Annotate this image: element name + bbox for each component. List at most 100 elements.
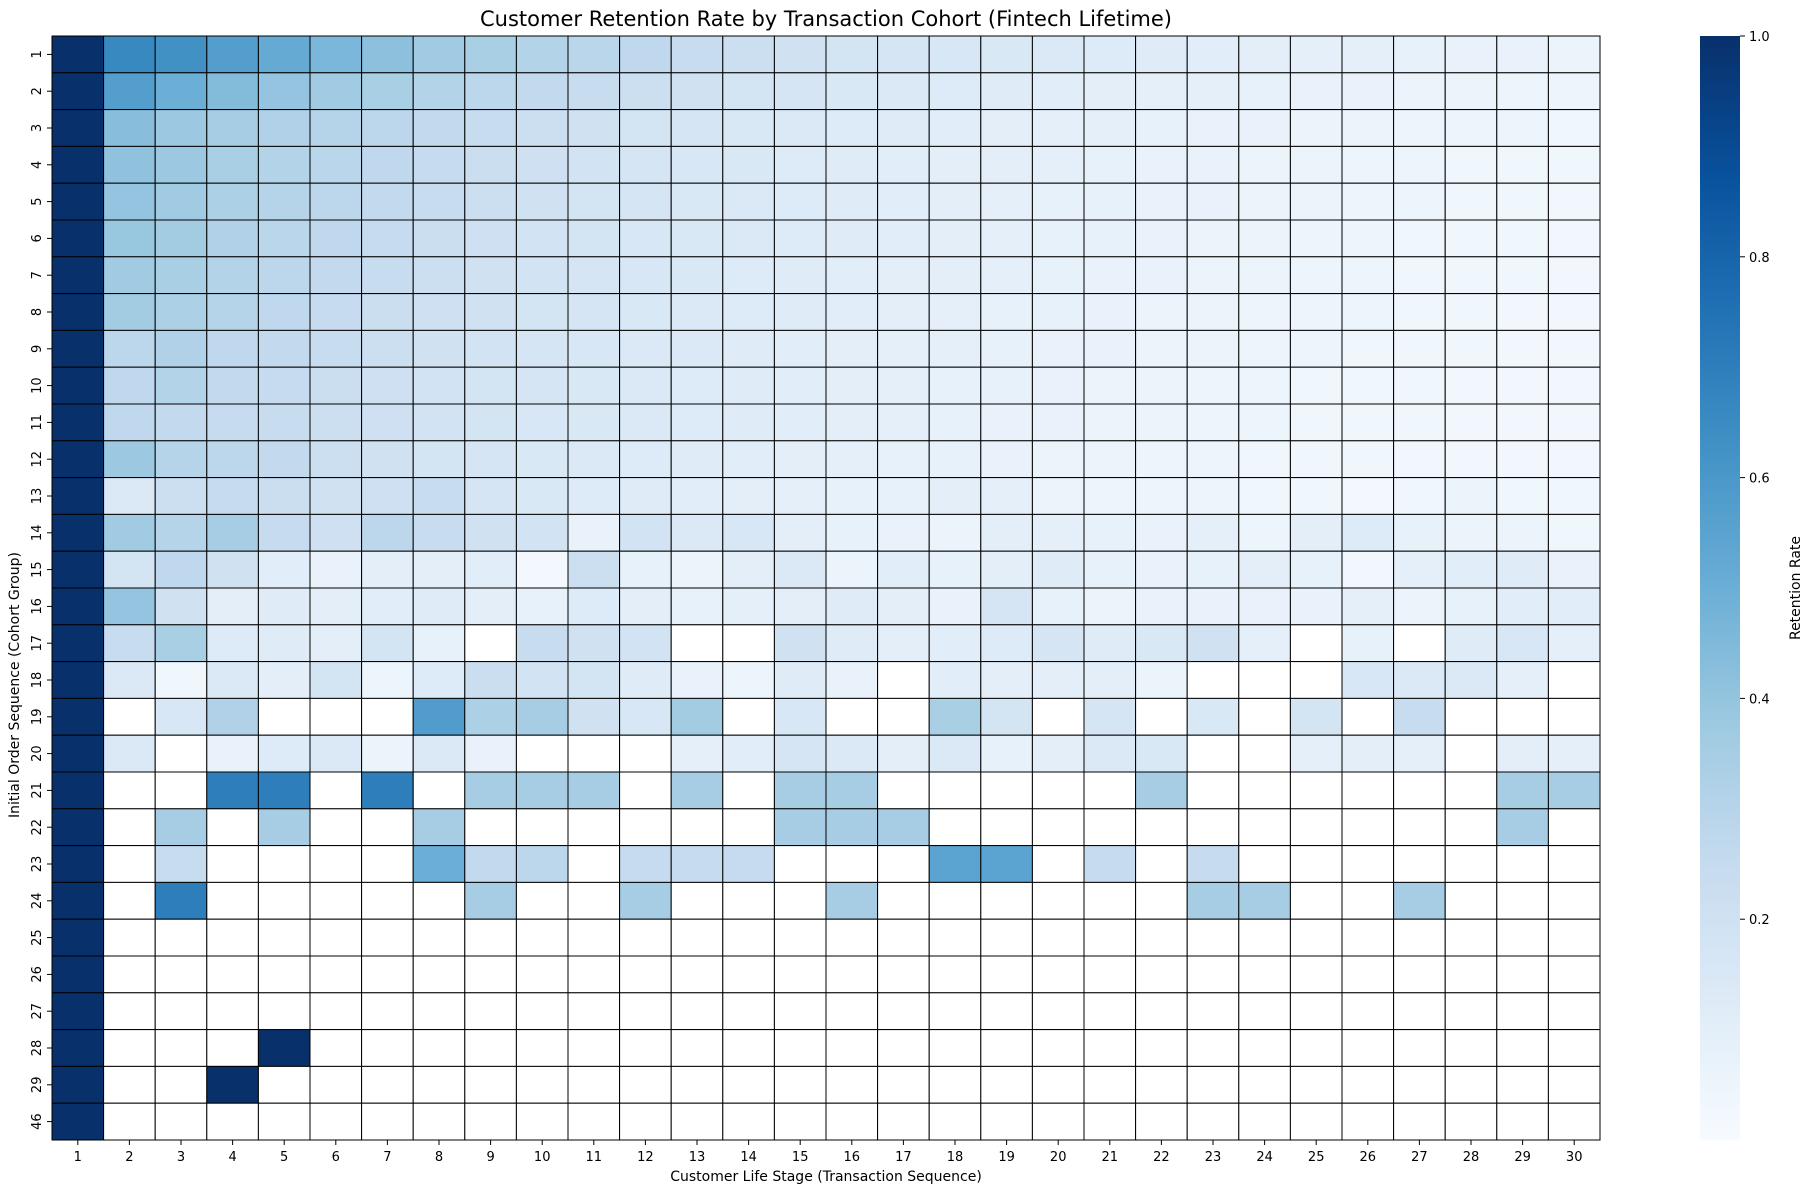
heatmap-cell xyxy=(1135,771,1188,810)
heatmap-cell xyxy=(1289,550,1343,589)
heatmap-cell xyxy=(1031,35,1085,74)
heatmap-cell xyxy=(1083,440,1137,479)
heatmap-cell xyxy=(257,771,311,810)
heatmap-cell xyxy=(309,587,363,626)
heatmap-cell xyxy=(515,1029,569,1067)
heatmap-cell xyxy=(1341,881,1395,920)
heatmap-cell xyxy=(1547,1029,1601,1067)
heatmap-cell xyxy=(103,734,156,773)
heatmap-cell xyxy=(206,145,259,184)
heatmap-cell xyxy=(1496,955,1549,994)
heatmap-cell xyxy=(1393,35,1446,74)
heatmap-cell xyxy=(980,771,1033,810)
heatmap-cell xyxy=(1341,955,1395,994)
heatmap-cell xyxy=(206,1102,259,1141)
heatmap-cell xyxy=(567,329,621,368)
heatmap-cell xyxy=(464,182,517,221)
heatmap-cell xyxy=(1238,918,1291,957)
heatmap-cell xyxy=(1186,1029,1240,1067)
heatmap-cell xyxy=(1083,992,1137,1031)
heatmap-cell xyxy=(361,145,414,184)
heatmap-cell xyxy=(1393,182,1446,221)
heatmap-cell xyxy=(619,35,672,74)
heatmap-cell xyxy=(206,624,259,663)
x-tick-label: 21 xyxy=(1102,1150,1119,1165)
heatmap-cell xyxy=(515,697,569,736)
heatmap-cell xyxy=(1135,256,1188,295)
heatmap-cell xyxy=(1341,219,1395,258)
heatmap-cell xyxy=(361,513,414,552)
heatmap-cell xyxy=(154,145,208,184)
heatmap-cell xyxy=(1444,697,1498,736)
heatmap-cell xyxy=(1444,293,1498,331)
heatmap-cell xyxy=(103,72,156,111)
heatmap-cell xyxy=(619,734,672,773)
heatmap-cell xyxy=(928,256,982,295)
heatmap-cell xyxy=(1393,734,1446,773)
heatmap-cell xyxy=(51,918,105,957)
heatmap-cell xyxy=(877,403,930,442)
heatmap-cell xyxy=(154,992,208,1031)
heatmap-cell xyxy=(103,182,156,221)
heatmap-cell xyxy=(1031,1029,1085,1067)
heatmap-cell xyxy=(103,256,156,295)
heatmap-cell xyxy=(257,329,311,368)
heatmap-cell xyxy=(773,403,827,442)
heatmap-cell xyxy=(1083,329,1137,368)
heatmap-cell xyxy=(1238,35,1291,74)
heatmap-cell xyxy=(670,624,724,663)
heatmap-cell xyxy=(670,1029,724,1067)
heatmap-cell xyxy=(1393,1102,1446,1141)
heatmap-cell xyxy=(206,918,259,957)
heatmap-cell xyxy=(103,881,156,920)
heatmap-cell xyxy=(928,918,982,957)
heatmap-cell xyxy=(1547,513,1601,552)
heatmap-cell xyxy=(1341,992,1395,1031)
heatmap-cell xyxy=(51,403,105,442)
heatmap-cell xyxy=(103,1102,156,1141)
heatmap-cell xyxy=(309,256,363,295)
heatmap-cell xyxy=(103,771,156,810)
heatmap-cell xyxy=(619,182,672,221)
heatmap-cell xyxy=(515,182,569,221)
heatmap-cell xyxy=(154,881,208,920)
heatmap-cell xyxy=(361,219,414,258)
heatmap-cell xyxy=(1341,256,1395,295)
heatmap-cell xyxy=(877,182,930,221)
heatmap-cell xyxy=(464,366,517,405)
heatmap-cell xyxy=(51,808,105,847)
heatmap-cell xyxy=(464,1065,517,1104)
heatmap-cell xyxy=(1444,366,1498,405)
heatmap-cell xyxy=(619,1029,672,1067)
heatmap-cell xyxy=(257,477,311,515)
heatmap-cell xyxy=(980,219,1033,258)
heatmap-cell xyxy=(1135,992,1188,1031)
heatmap-cell xyxy=(464,955,517,994)
heatmap-cell xyxy=(1031,72,1085,111)
heatmap-cell xyxy=(206,256,259,295)
heatmap-cell xyxy=(464,624,517,663)
x-tick-label: 5 xyxy=(280,1150,288,1165)
heatmap-cell xyxy=(257,955,311,994)
heatmap-cell xyxy=(309,550,363,589)
heatmap-cell xyxy=(257,219,311,258)
heatmap-cell xyxy=(1135,734,1188,773)
heatmap-cell xyxy=(154,219,208,258)
heatmap-cell xyxy=(773,109,827,147)
heatmap-cell xyxy=(1186,182,1240,221)
heatmap-cell xyxy=(825,1029,879,1067)
heatmap-cell xyxy=(773,1102,827,1141)
heatmap-cell xyxy=(257,1065,311,1104)
heatmap-cell xyxy=(825,881,879,920)
heatmap-cell xyxy=(567,992,621,1031)
heatmap-cell xyxy=(412,808,466,847)
heatmap-cell xyxy=(1238,109,1291,147)
heatmap-cell xyxy=(103,219,156,258)
heatmap-cell xyxy=(257,661,311,699)
heatmap-cell xyxy=(1289,697,1343,736)
heatmap-cell xyxy=(567,881,621,920)
heatmap-cell xyxy=(1393,881,1446,920)
heatmap-cell xyxy=(670,734,724,773)
x-tick-label: 15 xyxy=(792,1150,809,1165)
heatmap-cell xyxy=(928,808,982,847)
